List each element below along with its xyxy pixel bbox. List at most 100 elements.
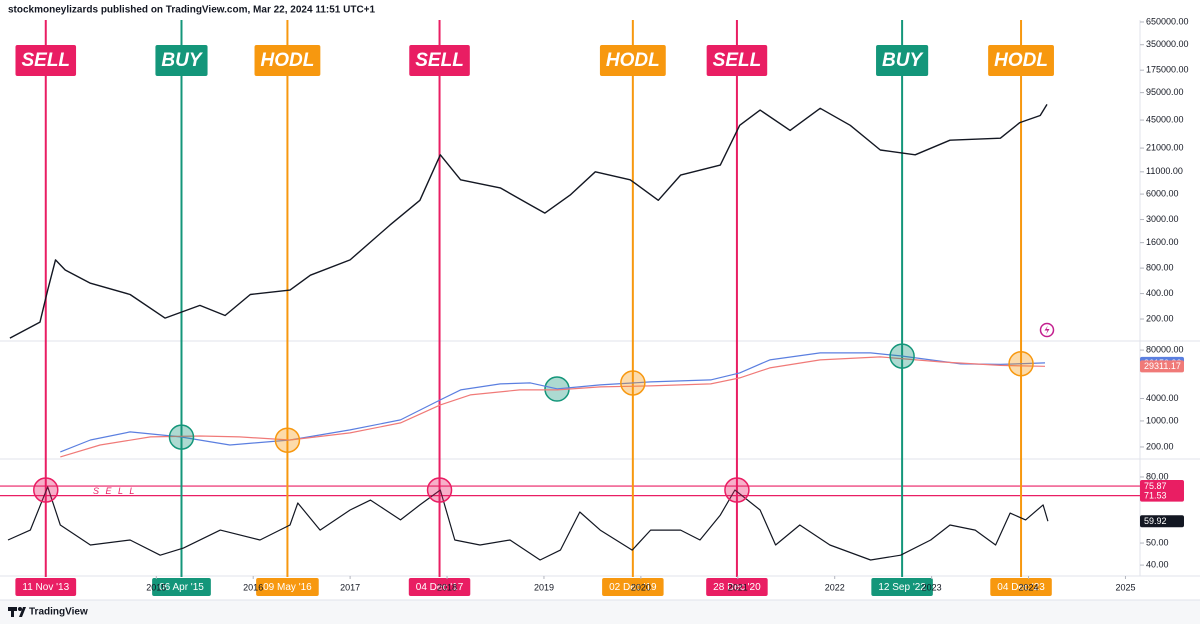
x-tick-label: 2025 [1115,582,1135,592]
y-tick-label: 1600.00 [1146,237,1179,247]
annotation: S E L L [93,486,136,496]
signal-label: HODL [988,45,1054,76]
date-tag: 28 Dec '20 [706,578,768,596]
date-box [871,578,933,596]
y-tick-label: 4000.00 [1146,393,1179,403]
date-text: 06 Apr '15 [159,582,204,593]
series-line [9,104,1048,339]
last-value-tag: 29311.17 [1140,360,1184,373]
series-line [7,486,1049,561]
date-text: 04 Dec '23 [997,582,1045,593]
signal-label: HODL [599,45,666,76]
signal-box [706,45,768,76]
tag-box [1140,360,1184,373]
y-tick-label: 400.00 [1146,288,1174,298]
series-line [60,352,1046,453]
date-tag: 11 Nov '13 [15,578,77,596]
date-text: 28 Dec '20 [713,582,761,593]
rsi-marker [33,477,59,503]
tag-label: 71.53 [1144,490,1167,500]
date-box [256,578,319,596]
alert-icon [1039,322,1055,338]
x-tick-label: 2023 [922,582,942,592]
logo [8,607,26,617]
signal-text: BUY [161,50,203,71]
ma-cross-marker [168,424,195,450]
date-tag: 04 Dec '23 [990,578,1052,596]
signal-label: BUY [155,45,208,76]
y-tick-label: 200.00 [1146,313,1174,323]
signal-lines [0,20,1140,577]
ma-cross-marker [274,427,301,453]
date-text: 04 Dec '17 [416,582,464,593]
x-tick-label: 2021 [728,582,748,592]
date-box [602,578,664,596]
last-value-tag: 75.87 [1140,480,1184,493]
signal-box [599,45,666,76]
signal-label: HODL [254,45,321,76]
y-tick-label: 45000.00 [1146,114,1184,124]
last-value-tag: 59.92 [1140,515,1184,528]
date-tag: 02 Dec '19 [602,578,664,596]
y-tick-label: 175000.00 [1146,65,1189,75]
signal-text: HODL [994,50,1048,71]
signal-label: SELL [409,45,470,76]
y-tick-label: 650000.00 [1146,16,1189,26]
y-tick-label: 50.00 [1146,537,1169,547]
y-tick-label: 95000.00 [1146,87,1184,97]
footer-brand: TradingView [29,607,88,618]
date-text: 12 Sep '22 [878,582,926,593]
y-tick-label: 80.00 [1146,471,1169,481]
y-tick-label: 11000.00 [1146,166,1183,176]
ma-cross-marker [620,370,646,396]
tag-label: 59.92 [1144,516,1167,526]
signal-text: HODL [261,50,315,71]
signal-box [254,45,321,76]
last-value-tag: 71.53 [1140,489,1184,502]
y-tick-label: 40.00 [1146,559,1169,569]
date-box [706,578,768,596]
signal-label: BUY [876,45,929,76]
tag-label: 75.87 [1144,481,1167,491]
data-layer [7,104,1049,561]
signal-text: SELL [415,50,464,71]
date-text: 11 Nov '13 [22,582,69,593]
y-tick-label: 80000.00 [1146,344,1184,354]
x-tick-label: 2024 [1019,582,1039,592]
rsi-marker [724,477,750,503]
signal-label: SELL [15,45,77,76]
x-tick-label: 2018 [437,582,457,592]
signal-box [988,45,1054,76]
signal-box [155,45,208,76]
signal-box [15,45,77,76]
header: stockmoneylizards published on TradingVi… [8,5,376,16]
x-tick-label: 2020 [631,582,651,592]
x-tick-label: 2022 [825,582,845,592]
y-tick-label: 21000.00 [1146,142,1184,152]
y-tick-label: 6000.00 [1146,188,1179,198]
y-tick-label: 1000.00 [1146,415,1179,425]
ma-cross-marker [889,343,915,369]
y-tick-label: 350000.00 [1146,39,1189,49]
signal-text: BUY [882,50,924,71]
tag-box [1140,489,1184,502]
date-text: 09 May '16 [263,582,312,593]
tag-box [1140,515,1184,528]
signal-text: SELL [21,50,70,71]
date-tag: 12 Sep '22 [871,578,933,596]
y-tick-label: 3000.00 [1146,214,1179,224]
rsi-marker [426,477,453,503]
date-box [408,578,471,596]
x-tick-label: 2016 [243,582,263,592]
signal-text: SELL [713,50,762,71]
x-tick-label: 2015 [146,582,166,592]
series-line [60,356,1046,458]
footer-bar [0,600,1200,624]
x-tick-label: 2019 [534,582,554,592]
date-tag: 06 Apr '15 [152,578,211,596]
y-tick-label: 800.00 [1146,262,1174,272]
signal-box [876,45,929,76]
